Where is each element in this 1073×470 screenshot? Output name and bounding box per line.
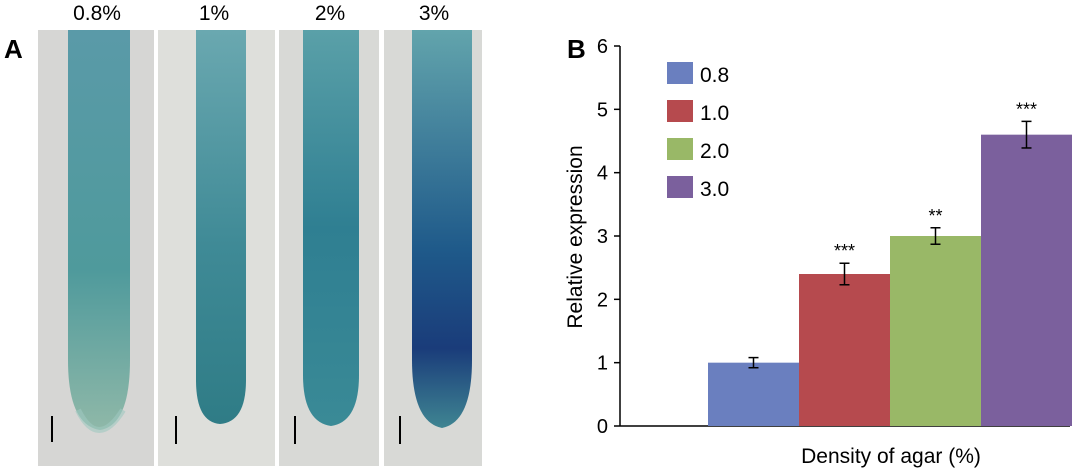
significance-label: **	[928, 206, 942, 226]
root-photo-1	[158, 30, 275, 466]
legend-swatch	[667, 176, 693, 198]
photo-label-1: 1%	[198, 2, 230, 25]
y-axis-label: Relative expression	[564, 145, 587, 328]
significance-label: ***	[1016, 99, 1037, 119]
legend-label: 3.0	[700, 178, 729, 201]
legend-label: 1.0	[700, 102, 729, 125]
bar	[981, 134, 1072, 426]
bar	[799, 274, 890, 426]
root-photo-3	[384, 30, 482, 466]
x-axis-label: Density of agar (%)	[801, 445, 981, 468]
y-tick-label: 4	[597, 163, 608, 185]
root-photo-0-8	[38, 30, 154, 466]
y-tick-label: 3	[597, 226, 608, 248]
root-photo-2	[279, 30, 379, 466]
photo-label-2: 2%	[314, 2, 346, 25]
significance-label: ***	[834, 241, 855, 261]
bar	[890, 236, 981, 426]
legend-swatch	[667, 62, 693, 84]
y-tick-label: 6	[597, 36, 608, 58]
photo-label-3: 3%	[418, 2, 450, 25]
bar	[708, 362, 799, 426]
panel-b-letter: B	[567, 34, 586, 64]
legend-label: 0.8	[700, 64, 729, 87]
legend-swatch	[667, 138, 693, 160]
y-tick-label: 5	[597, 99, 608, 121]
y-tick-label: 2	[597, 289, 608, 311]
photo-label-0-8: 0.8%	[73, 2, 121, 25]
y-tick-label: 0	[597, 416, 608, 438]
y-tick-label: 1	[597, 353, 608, 375]
panel-a-letter: A	[4, 34, 23, 64]
legend-swatch	[667, 100, 693, 122]
legend-label: 2.0	[700, 140, 729, 163]
